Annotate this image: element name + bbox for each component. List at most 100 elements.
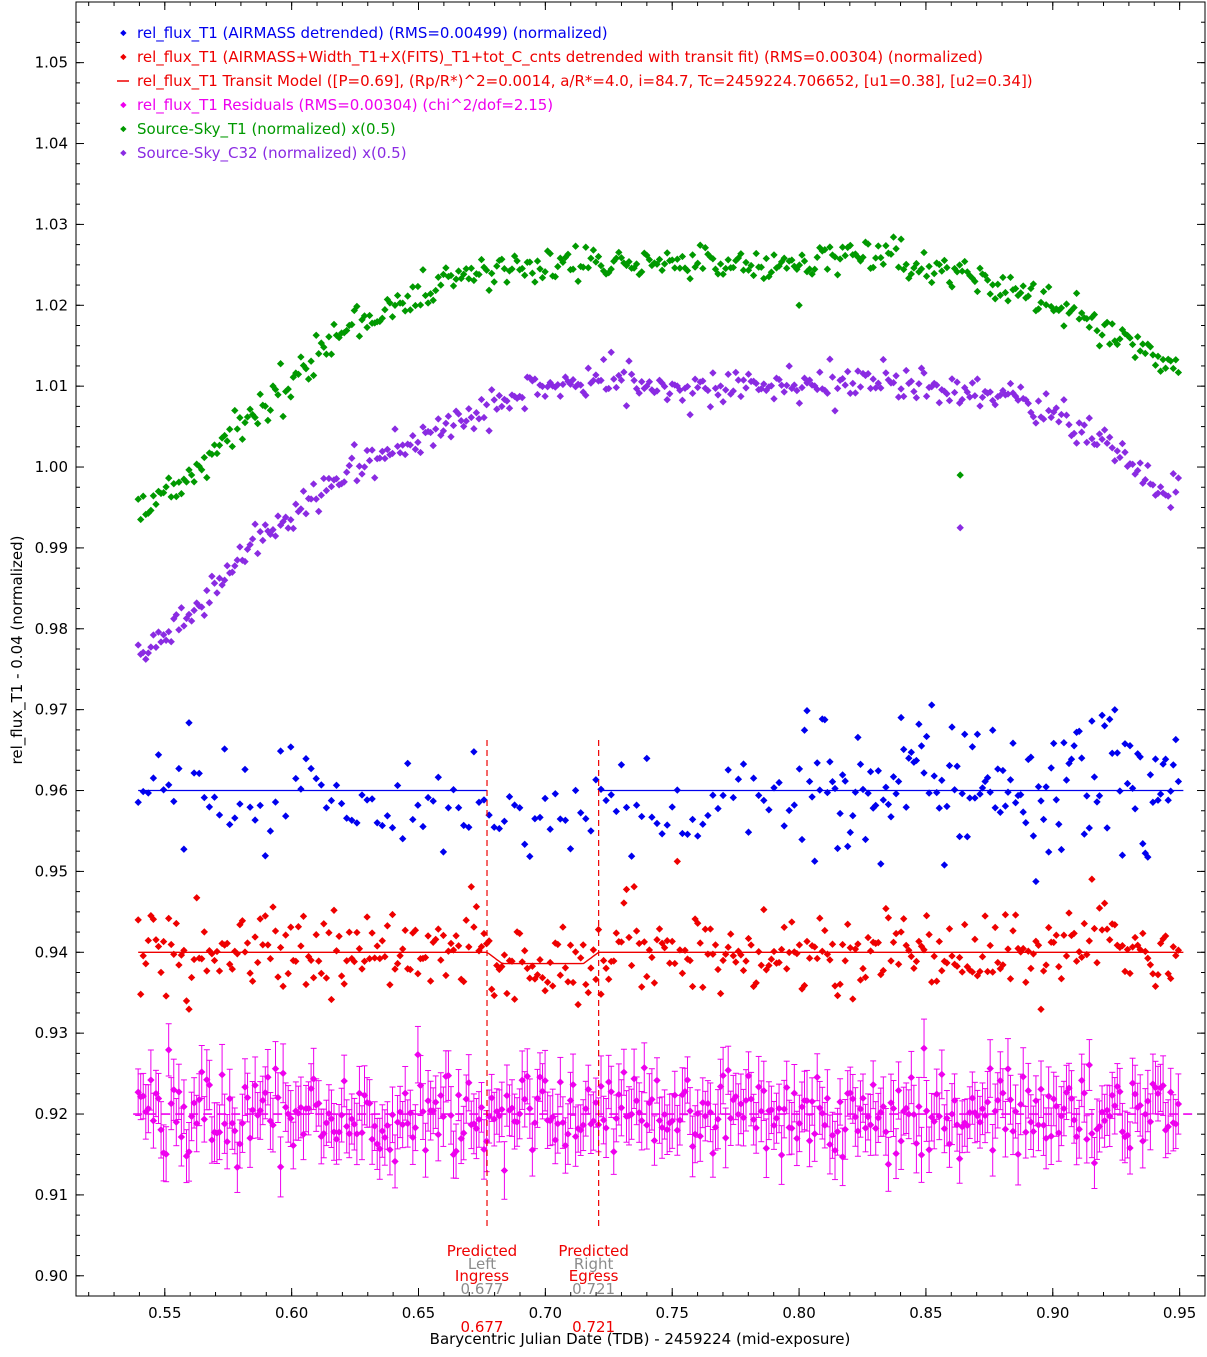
red-detrended-point [350,957,358,966]
source-sky-t1-point [228,442,236,451]
residual-point [1136,1101,1144,1110]
residual-point [978,1105,987,1113]
source-sky-t1-point [716,260,725,268]
residual-point [912,1139,921,1148]
blue-detrended-point [874,767,882,775]
source-sky-c32-point [358,470,366,478]
red-detrended-point [1060,931,1068,939]
source-sky-t1-point [747,261,755,270]
source-sky-t1-point [182,478,191,486]
red-detrended-point [327,995,336,1004]
source-sky-c32-point [630,376,638,385]
blue-detrended-point [900,745,908,754]
source-sky-c32-point [805,376,814,384]
source-sky-t1-point [724,256,732,264]
blue-detrended-point [256,801,264,810]
source-sky-c32-point [503,397,511,405]
source-sky-t1-point [889,233,898,241]
source-sky-c32-point [709,369,717,377]
red-detrended-point [620,899,628,907]
source-sky-c32-point [274,512,282,520]
red-detrended-point [1103,925,1111,933]
residual-point [1108,1091,1116,1099]
red-detrended-point [594,925,603,934]
blue-detrended-point [805,777,814,786]
blue-detrended-point [571,786,580,795]
source-sky-t1-point [925,262,933,271]
source-sky-c32-point [691,375,699,383]
blue-detrended-point [1116,787,1124,795]
blue-detrended-point [551,790,559,798]
red-detrended-point [157,968,165,977]
residual-point [1057,1112,1066,1120]
blue-detrended-point [175,764,183,773]
x-tick-label: 0.70 [529,1304,562,1322]
blue-detrended-point [971,794,979,802]
red-detrended-point [592,975,600,984]
blue-detrended-point [612,807,620,816]
residual-point [561,1141,570,1150]
blue-detrended-point [180,845,188,853]
source-sky-c32-point [472,409,481,417]
source-sky-c32-point [409,432,417,440]
y-tick-label: 0.97 [35,701,68,719]
red-detrended-point [582,980,590,989]
residual-point [203,1076,211,1084]
blue-detrended-point [409,815,417,824]
blue-detrended-point [1009,739,1017,747]
source-sky-t1-point [928,278,936,287]
source-sky-c32-point [592,371,600,379]
blue-detrended-point [808,793,816,801]
blue-detrended-point [638,812,646,821]
source-sky-c32-point [841,381,849,389]
residual-point [528,1146,537,1154]
residual-point [795,1119,804,1128]
source-sky-t1-point [167,493,175,501]
residual-point [261,1089,269,1097]
red-detrended-point [388,910,397,919]
source-sky-c32-point [666,390,674,398]
source-sky-c32-point [393,442,402,450]
source-sky-c32-point [706,403,715,411]
source-sky-t1-point [564,250,572,258]
source-sky-c32-point [783,381,791,390]
source-sky-t1-point [312,331,320,339]
blue-detrended-point [851,788,860,796]
red-detrended-point [180,946,188,955]
residual-point [1014,1150,1022,1158]
red-detrended-point [953,962,961,970]
source-sky-c32-point [1042,390,1050,398]
residual-point [805,1137,814,1145]
source-sky-c32-point [213,589,221,597]
source-sky-t1-point [434,273,442,281]
residual-point [1034,1121,1043,1129]
blue-detrended-point [353,819,361,827]
source-sky-c32-point [175,626,183,634]
blue-detrended-point [332,781,341,789]
blue-detrended-point [922,732,931,741]
source-sky-c32-point [877,384,885,392]
source-sky-c32-point [976,402,984,410]
red-detrended-point [444,947,453,955]
source-sky-t1-point [1024,292,1032,300]
red-detrended-point [467,883,475,891]
blue-detrended-point [961,730,969,738]
residual-point [757,1107,765,1115]
source-sky-c32-point [210,579,219,587]
source-sky-t1-point [490,278,498,286]
blue-detrended-point [1019,808,1027,816]
source-sky-t1-point [877,254,885,262]
source-sky-t1-point [729,263,737,272]
residual-point [933,1090,941,1098]
red-detrended-point [836,980,844,988]
blue-detrended-point [1093,798,1101,806]
blue-detrended-point [414,801,422,809]
source-sky-t1-point [902,260,910,269]
blue-detrended-point [434,773,442,781]
source-sky-c32-point [406,441,414,449]
blue-detrended-point [388,824,397,832]
residual-point [1006,1096,1015,1104]
blue-detrended-point [536,813,544,822]
source-sky-c32-point [653,387,661,395]
residual-point [722,1134,730,1142]
